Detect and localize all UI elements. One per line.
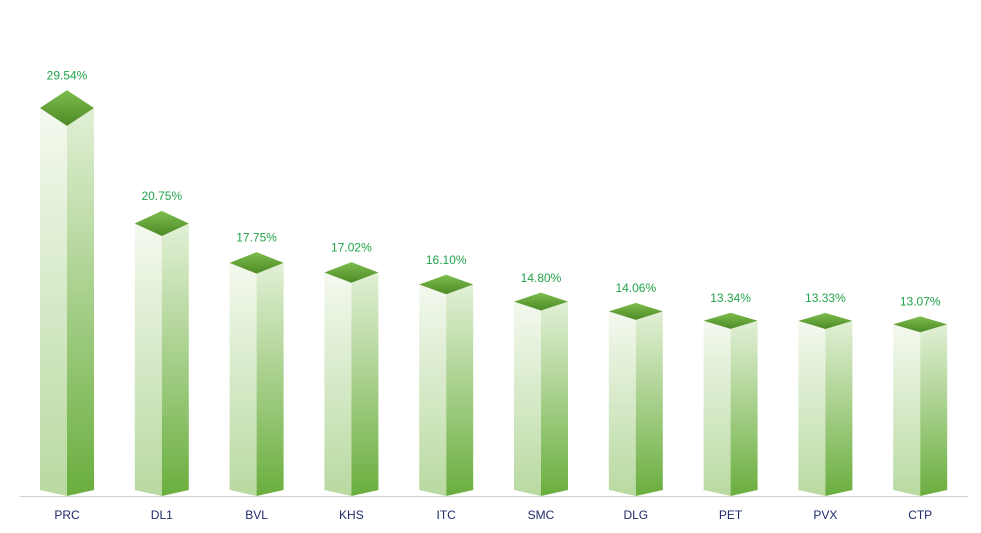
x-tick-label: KHS bbox=[339, 508, 364, 522]
bar bbox=[419, 274, 474, 496]
bar-right-face bbox=[541, 301, 568, 496]
value-label: 13.34% bbox=[710, 291, 751, 305]
bar-right-face bbox=[256, 262, 284, 496]
value-label: 13.33% bbox=[805, 291, 846, 305]
bar-top-face bbox=[324, 262, 379, 283]
bar bbox=[608, 302, 663, 496]
x-tick-label: PET bbox=[719, 508, 743, 522]
bar bbox=[40, 90, 94, 496]
value-label: 17.75% bbox=[236, 230, 277, 244]
bar-right-face bbox=[161, 223, 189, 497]
bar bbox=[798, 312, 853, 496]
bar-top-face bbox=[514, 292, 568, 311]
bar-top-face bbox=[703, 312, 758, 329]
value-label: 13.07% bbox=[900, 295, 941, 309]
bar bbox=[893, 316, 948, 496]
bar-right-face bbox=[351, 272, 379, 496]
value-label: 29.54% bbox=[47, 68, 88, 82]
bar-left-face bbox=[229, 262, 257, 496]
bar-top-face bbox=[419, 274, 474, 295]
bar-left-face bbox=[703, 320, 731, 496]
x-tick-label: DLG bbox=[623, 508, 648, 522]
bar-right-face bbox=[67, 108, 94, 496]
bar bbox=[229, 252, 284, 496]
value-label: 14.06% bbox=[615, 281, 656, 295]
value-label: 17.02% bbox=[331, 240, 372, 254]
bar-left-face bbox=[893, 324, 921, 496]
value-label: 20.75% bbox=[141, 189, 182, 203]
bar-top-face bbox=[40, 90, 94, 126]
x-tick-label: PVX bbox=[813, 508, 837, 522]
bar-left-face bbox=[40, 108, 67, 496]
x-tick-label: ITC bbox=[437, 508, 457, 522]
bar-left-face bbox=[419, 284, 447, 496]
bar bbox=[134, 210, 189, 497]
bar-top-face bbox=[798, 312, 853, 329]
bar bbox=[324, 262, 379, 496]
x-tick-label: SMC bbox=[528, 508, 555, 522]
bar bbox=[703, 312, 758, 496]
value-label: 14.80% bbox=[521, 271, 562, 285]
bar-top-face bbox=[229, 252, 284, 274]
bar-top-face bbox=[134, 210, 189, 236]
bar-right-face bbox=[635, 311, 663, 496]
bar-top-face bbox=[608, 302, 663, 320]
bar-left-face bbox=[324, 272, 352, 496]
bar-right-face bbox=[730, 320, 758, 496]
bar-right-face bbox=[446, 284, 474, 496]
bar-left-face bbox=[514, 301, 541, 496]
x-tick-label: DL1 bbox=[151, 508, 173, 522]
bar-right-face bbox=[825, 320, 853, 496]
value-label: 16.10% bbox=[426, 253, 467, 267]
x-tick-label: PRC bbox=[54, 508, 80, 522]
bar-top-face bbox=[893, 316, 948, 333]
x-tick-label: CTP bbox=[908, 508, 932, 522]
bar-left-face bbox=[798, 320, 826, 496]
bar-left-face bbox=[608, 311, 636, 496]
bar bbox=[514, 292, 568, 496]
bar-right-face bbox=[920, 324, 948, 496]
x-tick-label: BVL bbox=[245, 508, 268, 522]
bar-left-face bbox=[134, 223, 162, 497]
